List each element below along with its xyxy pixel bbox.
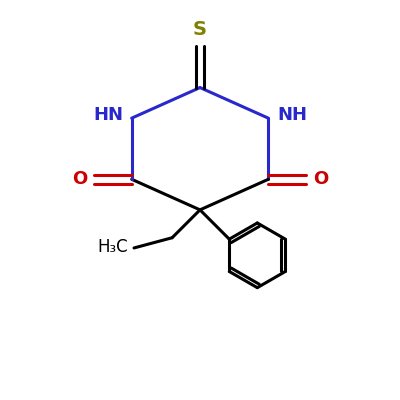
Text: S: S — [193, 20, 207, 39]
Text: H₃C: H₃C — [98, 238, 128, 256]
Text: NH: NH — [277, 106, 307, 124]
Text: O: O — [72, 170, 87, 188]
Text: HN: HN — [93, 106, 123, 124]
Text: O: O — [313, 170, 328, 188]
